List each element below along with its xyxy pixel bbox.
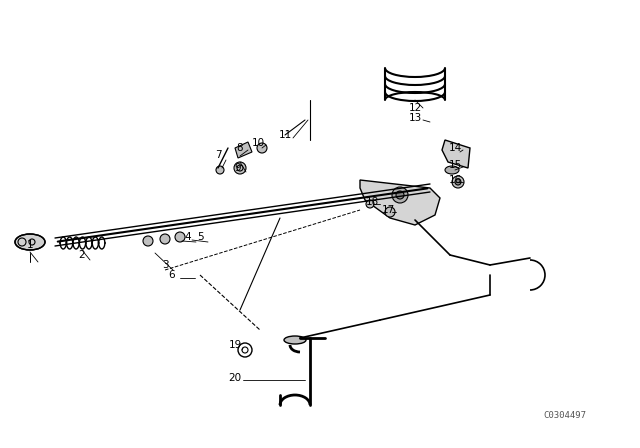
Ellipse shape <box>445 166 459 174</box>
Circle shape <box>385 207 395 217</box>
Ellipse shape <box>15 234 45 250</box>
Circle shape <box>452 176 464 188</box>
Text: 15: 15 <box>449 160 461 170</box>
Polygon shape <box>442 140 470 168</box>
Circle shape <box>366 200 374 208</box>
Text: 10: 10 <box>252 138 264 148</box>
Polygon shape <box>360 180 440 225</box>
Circle shape <box>392 187 408 203</box>
Polygon shape <box>235 142 252 158</box>
Text: 3: 3 <box>162 260 168 270</box>
Text: 7: 7 <box>214 150 221 160</box>
Text: 17: 17 <box>381 205 395 215</box>
Text: 9: 9 <box>235 163 241 173</box>
Text: 1: 1 <box>27 240 33 250</box>
Text: 2: 2 <box>79 250 85 260</box>
Text: 16: 16 <box>449 175 461 185</box>
Text: 5: 5 <box>196 232 204 242</box>
Circle shape <box>455 179 461 185</box>
Circle shape <box>257 143 267 153</box>
Text: 13: 13 <box>408 113 422 123</box>
Circle shape <box>396 191 404 199</box>
Text: 11: 11 <box>278 130 292 140</box>
Text: 8: 8 <box>237 143 243 153</box>
Text: 12: 12 <box>408 103 422 113</box>
Circle shape <box>175 232 185 242</box>
Text: 19: 19 <box>228 340 242 350</box>
Text: 14: 14 <box>449 143 461 153</box>
Circle shape <box>160 234 170 244</box>
Text: 4: 4 <box>185 232 191 242</box>
Text: 18: 18 <box>365 197 379 207</box>
Circle shape <box>143 236 153 246</box>
Text: C0304497: C0304497 <box>543 410 586 419</box>
Circle shape <box>234 162 246 174</box>
Circle shape <box>216 166 224 174</box>
Text: 20: 20 <box>228 373 241 383</box>
Text: 6: 6 <box>169 270 175 280</box>
Ellipse shape <box>284 336 306 344</box>
